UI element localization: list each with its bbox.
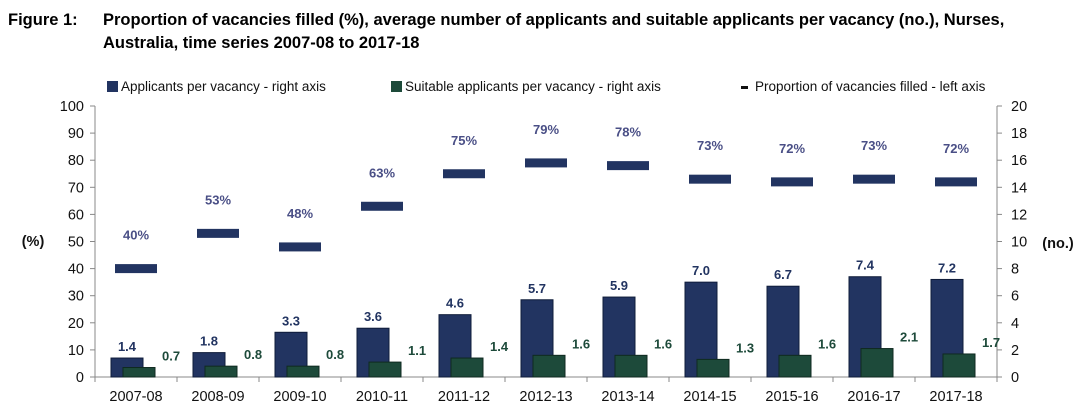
- suitable-bar: [368, 361, 402, 378]
- right-tick-label: 4: [1011, 316, 1019, 332]
- proportion-marker: [279, 242, 321, 252]
- proportion-value-label: 73%: [697, 138, 723, 153]
- x-tick-label: 2011-12: [438, 389, 490, 405]
- legend-suitable-label: Suitable applicants per vacancy - right …: [405, 79, 661, 94]
- left-tick-label: 10: [68, 343, 84, 359]
- applicants-value-label: 5.7: [528, 281, 546, 296]
- proportion-value-label: 72%: [943, 141, 969, 156]
- proportion-value-label: 79%: [533, 122, 559, 137]
- suitable-value-label: 2.1: [900, 330, 918, 345]
- proportion-marker: [935, 177, 977, 187]
- suitable-bar: [860, 348, 894, 378]
- right-axis-label: (no.): [1042, 236, 1074, 252]
- applicants-value-label: 6.7: [774, 267, 792, 282]
- suitable-bar: [778, 354, 812, 378]
- suitable-value-label: 0.7: [162, 349, 180, 364]
- suitable-value-label: 1.6: [572, 336, 590, 351]
- proportion-value-label: 40%: [123, 228, 149, 243]
- x-tick-label: 2017-18: [929, 389, 982, 405]
- suitable-value-label: 1.1: [408, 343, 426, 358]
- x-tick-label: 2009-10: [273, 389, 326, 405]
- legend-applicants-label: Applicants per vacancy - right axis: [121, 79, 326, 94]
- x-tick-label: 2013-14: [601, 389, 654, 405]
- right-tick-label: 0: [1011, 370, 1019, 386]
- left-tick-label: 80: [68, 153, 84, 169]
- applicants-value-label: 7.4: [856, 258, 875, 273]
- proportion-marker: [607, 161, 649, 171]
- proportion-value-label: 73%: [861, 138, 887, 153]
- x-tick-label: 2016-17: [847, 389, 900, 405]
- left-tick-label: 40: [68, 262, 84, 278]
- proportion-marker: [525, 158, 567, 168]
- legend-applicants-swatch: [107, 81, 118, 92]
- proportion-marker: [771, 177, 813, 187]
- left-tick-label: 50: [68, 235, 84, 251]
- proportion-value-label: 53%: [205, 192, 231, 207]
- figure-label: Figure 1:: [8, 11, 78, 29]
- proportion-value-label: 72%: [779, 141, 805, 156]
- suitable-value-label: 1.7: [982, 335, 1000, 350]
- applicants-value-label: 1.8: [200, 334, 218, 349]
- x-tick-label: 2014-15: [683, 389, 736, 405]
- left-tick-label: 70: [68, 180, 84, 196]
- suitable-bar: [204, 365, 238, 378]
- x-tick-label: 2007-08: [109, 389, 162, 405]
- x-tick-label: 2012-13: [519, 389, 572, 405]
- legend-proportion-label: Proportion of vacancies filled - left ax…: [755, 79, 986, 94]
- left-tick-label: 20: [68, 316, 84, 332]
- suitable-bar: [122, 367, 156, 378]
- proportion-value-label: 78%: [615, 125, 641, 140]
- proportion-marker: [361, 201, 403, 211]
- proportion-marker: [443, 169, 485, 179]
- applicants-value-label: 5.9: [610, 278, 628, 293]
- right-tick-label: 6: [1011, 289, 1019, 305]
- suitable-bar: [450, 357, 484, 378]
- suitable-value-label: 1.6: [818, 336, 836, 351]
- proportion-value-label: 75%: [451, 133, 477, 148]
- suitable-bar: [614, 354, 648, 378]
- applicants-value-label: 3.3: [282, 313, 300, 328]
- applicants-value-label: 4.6: [446, 296, 464, 311]
- left-tick-label: 30: [68, 289, 84, 305]
- right-tick-label: 8: [1011, 262, 1019, 278]
- suitable-bar: [696, 358, 730, 378]
- legend-proportion-swatch: [741, 86, 748, 89]
- right-tick-label: 10: [1011, 235, 1027, 251]
- suitable-bar: [532, 354, 566, 378]
- x-tick-label: 2010-11: [356, 389, 408, 405]
- proportion-marker: [115, 264, 157, 274]
- left-axis-label: (%): [22, 234, 45, 250]
- left-tick-label: 60: [68, 207, 84, 223]
- right-tick-label: 16: [1011, 153, 1027, 169]
- applicants-value-label: 7.0: [692, 263, 710, 278]
- proportion-marker: [853, 174, 895, 184]
- suitable-bar: [942, 353, 976, 378]
- legend-suitable-swatch: [391, 81, 402, 92]
- applicants-value-label: 1.4: [118, 339, 137, 354]
- x-tick-label: 2015-16: [765, 389, 818, 405]
- proportion-marker: [197, 228, 239, 238]
- right-tick-label: 12: [1011, 207, 1027, 223]
- applicants-value-label: 7.2: [938, 260, 956, 275]
- suitable-value-label: 0.8: [244, 347, 262, 362]
- suitable-value-label: 1.3: [736, 340, 754, 355]
- x-tick-label: 2008-09: [191, 389, 244, 405]
- suitable-value-label: 0.8: [326, 347, 344, 362]
- applicants-value-label: 3.6: [364, 309, 382, 324]
- left-tick-label: 100: [60, 99, 84, 115]
- right-tick-label: 20: [1011, 99, 1027, 115]
- suitable-bar: [286, 365, 320, 378]
- right-tick-label: 2: [1011, 343, 1019, 359]
- right-tick-label: 14: [1011, 180, 1027, 196]
- suitable-value-label: 1.4: [490, 339, 509, 354]
- proportion-value-label: 48%: [287, 206, 313, 221]
- left-tick-label: 0: [76, 370, 84, 386]
- proportion-value-label: 63%: [369, 165, 395, 180]
- proportion-marker: [689, 174, 731, 184]
- left-tick-label: 90: [68, 126, 84, 142]
- right-tick-label: 18: [1011, 126, 1027, 142]
- figure-title-text: Proportion of vacancies filled (%), aver…: [103, 11, 1005, 52]
- suitable-value-label: 1.6: [654, 336, 672, 351]
